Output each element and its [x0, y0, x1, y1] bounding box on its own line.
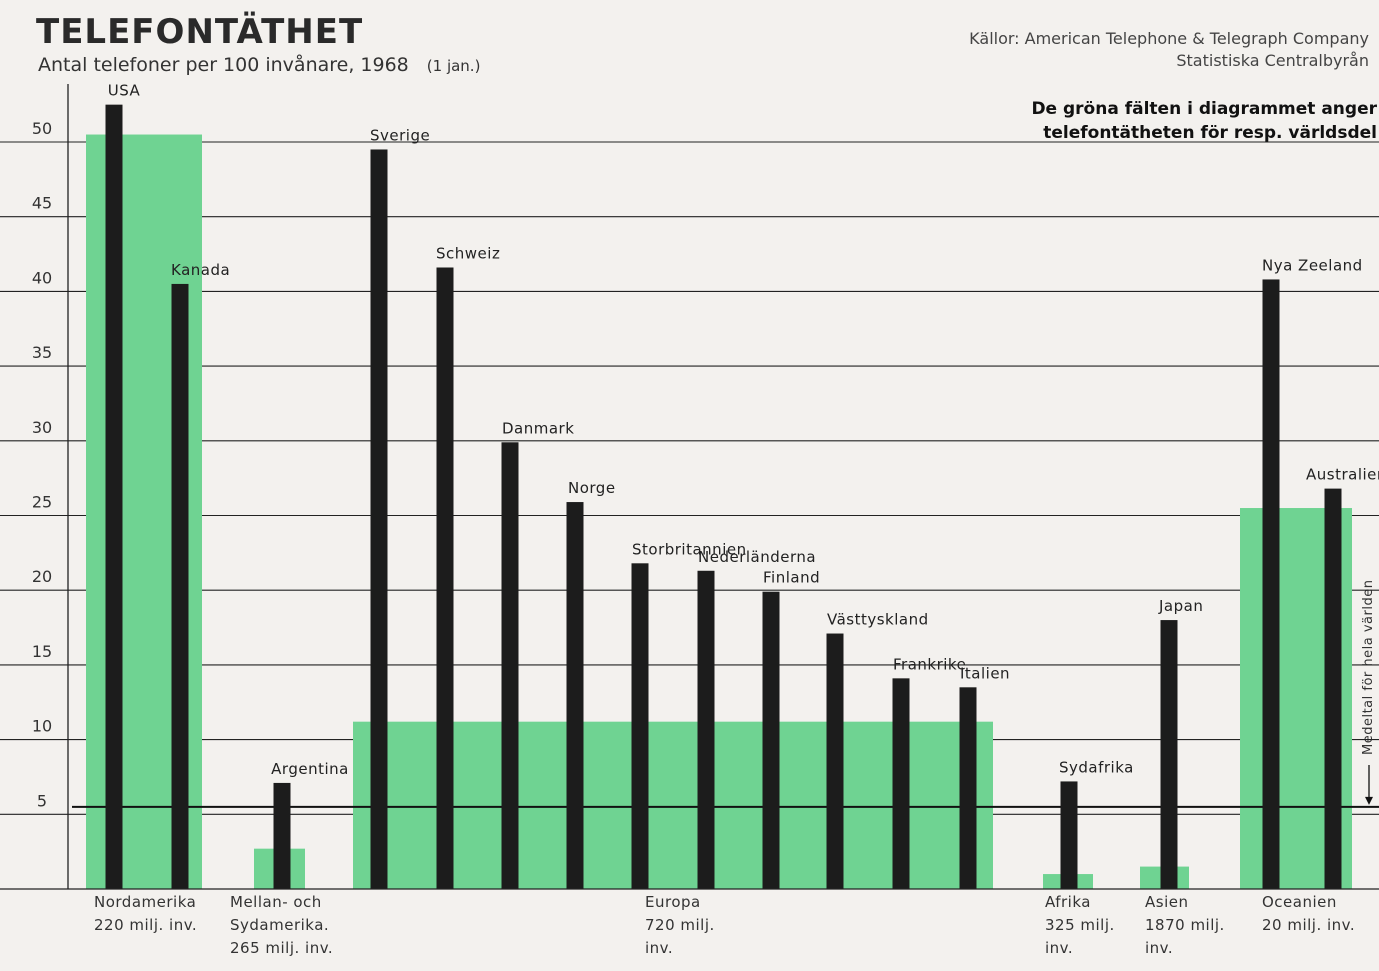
country-label: Sverige	[370, 126, 430, 144]
country-label: Frankrike	[893, 655, 966, 673]
continent-field	[353, 721, 993, 889]
continent-label: 220 milj. inv.	[94, 916, 197, 934]
continent-label: 325 milj.	[1045, 916, 1115, 934]
country-bar	[370, 149, 388, 890]
chart-subtitle: Antal telefoner per 100 invånare, 1968 (1…	[38, 54, 480, 76]
y-tick-label: 5	[37, 791, 47, 810]
country-bar	[892, 678, 910, 889]
country-label: Nya Zeeland	[1262, 256, 1363, 274]
country-label: Norge	[568, 479, 616, 497]
country-bar	[566, 502, 584, 889]
country-label: Finland	[763, 569, 820, 587]
country-label: Australien	[1306, 466, 1379, 484]
source-line: Statistiska Centralbyrån	[1176, 51, 1369, 70]
country-label: Danmark	[502, 419, 574, 437]
country-label: Storbritannien	[632, 540, 747, 558]
country-label: Nederländerna	[698, 548, 816, 566]
sources-block: Källor: American Telephone & Telegraph C…	[969, 28, 1369, 72]
country-label: Kanada	[171, 261, 230, 279]
country-bar	[105, 104, 123, 889]
note-line: De gröna fälten i diagrammet anger	[1031, 99, 1377, 119]
country-bar	[697, 570, 715, 889]
y-tick-label: 15	[32, 642, 52, 661]
y-tick-label: 25	[32, 493, 52, 512]
continent-label: Asien	[1145, 893, 1188, 911]
country-label: USA	[108, 82, 141, 100]
country-bar	[1262, 279, 1280, 889]
continent-label: Mellan- och	[230, 893, 322, 911]
country-label: Västtyskland	[827, 611, 929, 629]
continent-label: inv.	[645, 939, 673, 957]
country-label: Japan	[1158, 597, 1203, 615]
country-bar	[959, 687, 977, 889]
continent-label: inv.	[1145, 939, 1173, 957]
country-bar	[436, 267, 454, 890]
continent-label: 265 milj. inv.	[230, 939, 333, 957]
country-bar	[171, 283, 189, 889]
continent-label: 1870 milj.	[1145, 916, 1225, 934]
y-tick-label: 30	[32, 418, 52, 437]
country-label: Argentina	[271, 760, 349, 778]
country-bar	[273, 782, 291, 889]
continent-label: Afrika	[1045, 893, 1091, 911]
continent-label: Sydamerika.	[230, 916, 329, 934]
y-tick-label: 35	[32, 343, 52, 362]
continent-label: 20 milj. inv.	[1262, 916, 1355, 934]
continent-label: Nordamerika	[94, 893, 196, 911]
continent-label: Oceanien	[1262, 893, 1337, 911]
subtitle-date: (1 jan.)	[426, 57, 481, 75]
country-bar	[1160, 620, 1178, 889]
country-bar	[1060, 781, 1078, 889]
source-line: Källor: American Telephone & Telegraph C…	[969, 29, 1369, 48]
country-bar	[631, 563, 649, 889]
country-bar	[501, 442, 519, 889]
country-label: Sydafrika	[1059, 758, 1134, 776]
country-bar	[762, 591, 780, 889]
country-bar	[826, 633, 844, 889]
country-label: Schweiz	[436, 244, 500, 262]
y-tick-label: 20	[32, 567, 52, 586]
continent-label: Europa	[645, 893, 701, 911]
continent-label: inv.	[1045, 939, 1073, 957]
y-tick-label: 45	[32, 194, 52, 213]
legend-note: De gröna fälten i diagrammet anger telef…	[1031, 97, 1377, 145]
chart-title: TELEFONTÄTHET	[36, 12, 364, 52]
world-average-arrowhead	[1365, 796, 1373, 805]
country-label: Italien	[960, 664, 1010, 682]
continent-label: 720 milj.	[645, 916, 715, 934]
country-bar	[1324, 488, 1342, 889]
note-line: telefontätheten för resp. världsdel	[1043, 123, 1377, 143]
y-tick-label: 40	[32, 268, 52, 287]
y-tick-label: 50	[32, 119, 52, 138]
subtitle-text: Antal telefoner per 100 invånare, 1968	[38, 54, 409, 76]
y-tick-label: 10	[32, 717, 52, 736]
